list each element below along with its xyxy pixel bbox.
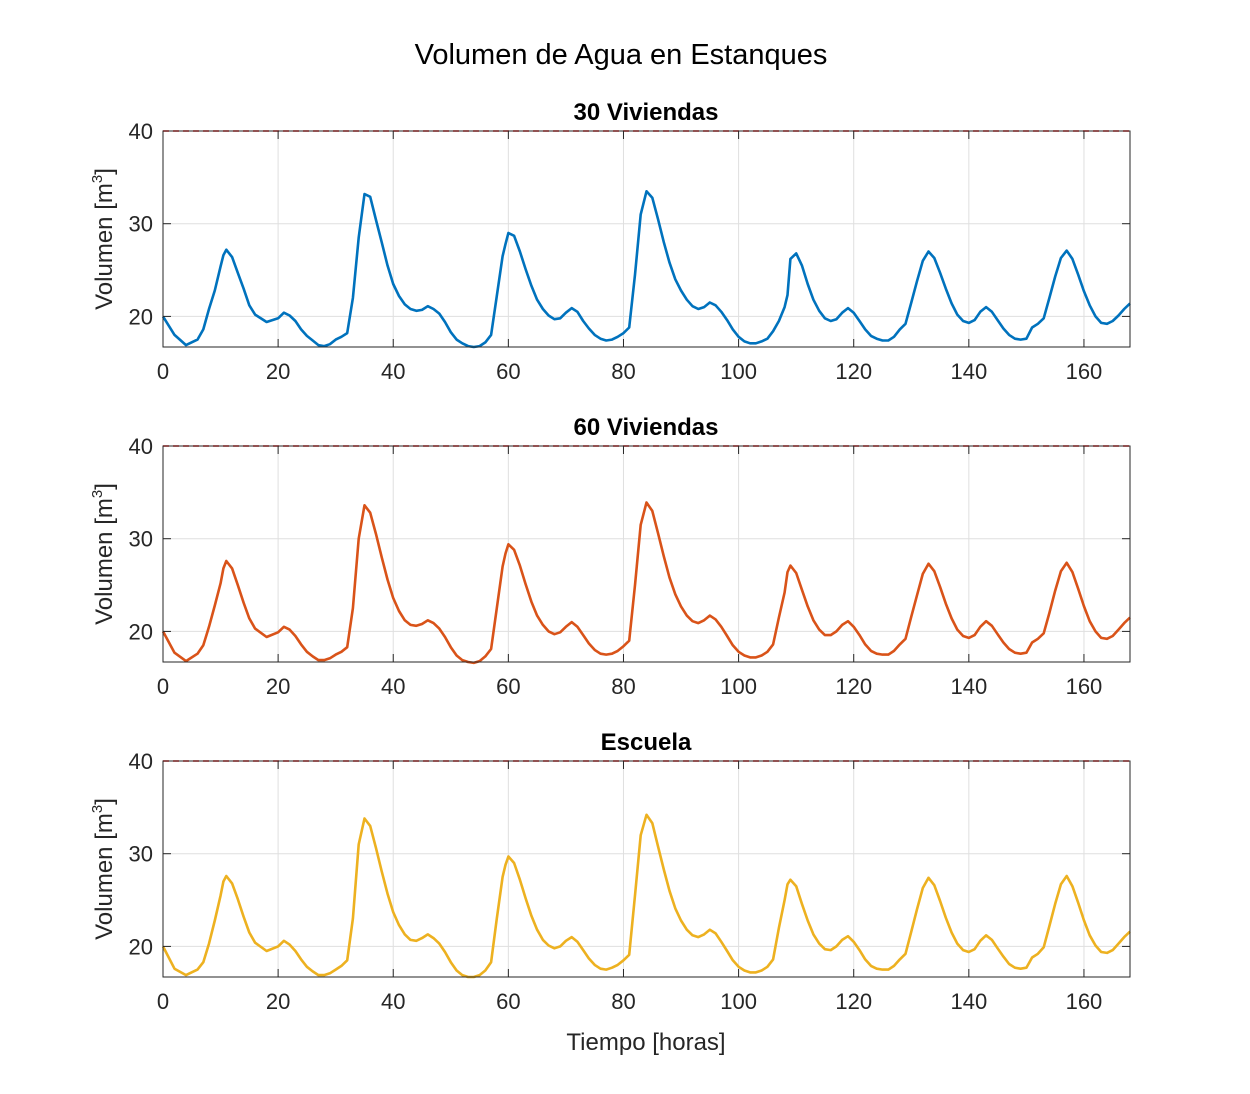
y-axis-label-superscript: 3 xyxy=(89,805,106,813)
y-axis-label: Volumen [m3] xyxy=(89,798,118,940)
y-tick-label: 30 xyxy=(129,527,153,552)
y-axis-label-superscript: 3 xyxy=(89,490,106,498)
subplot-60-viviendas: 60 Viviendas 0 20 40 60 80 100 120 140 160 20 30 40… xyxy=(89,414,1131,699)
axes: 0 20 40 60 80 100 120 140 160 20 30 40 xyxy=(129,749,1131,1014)
x-tick-label: 0 xyxy=(157,359,169,384)
figure-title: Volumen de Agua en Estanques xyxy=(415,39,828,71)
axes: 0 20 40 60 80 100 120 140 160 20 30 40 xyxy=(129,434,1131,699)
x-tick-label: 0 xyxy=(157,674,169,699)
x-tick-label: 140 xyxy=(950,359,987,384)
x-tick-label: 40 xyxy=(381,674,405,699)
x-tick-label: 120 xyxy=(835,989,872,1014)
x-tick-label: 160 xyxy=(1066,989,1103,1014)
x-tick-label: 100 xyxy=(720,674,757,699)
x-tick-label: 100 xyxy=(720,989,757,1014)
series-line xyxy=(161,813,1131,979)
subplot-title: 60 Viviendas xyxy=(574,414,719,441)
x-tick-label: 140 xyxy=(950,674,987,699)
y-tick-label: 20 xyxy=(129,619,153,644)
series-line xyxy=(161,501,1131,665)
x-tick-label: 40 xyxy=(381,359,405,384)
subplot-escuela: Escuela 0 20 40 60 80 100 120 140 160 20 30 40 Volu… xyxy=(89,729,1131,1056)
y-tick-label: 40 xyxy=(129,749,153,774)
x-tick-label: 20 xyxy=(266,359,290,384)
y-axis-label: Volumen [m3] xyxy=(89,483,118,625)
axes: 0 20 40 60 80 100 120 140 160 20 30 40 xyxy=(129,119,1131,384)
x-tick-label: 60 xyxy=(496,359,520,384)
x-tick-label: 20 xyxy=(266,989,290,1014)
x-tick-label: 60 xyxy=(496,674,520,699)
y-axis-label-close: ] xyxy=(91,798,118,805)
plot-area xyxy=(163,761,1130,977)
x-tick-label: 140 xyxy=(950,989,987,1014)
x-tick-label: 20 xyxy=(266,674,290,699)
x-tick-label: 60 xyxy=(496,989,520,1014)
x-tick-label: 0 xyxy=(157,989,169,1014)
y-axis-label-close: ] xyxy=(91,168,118,175)
x-tick-label: 80 xyxy=(611,989,635,1014)
plot-area xyxy=(163,446,1130,662)
x-tick-label: 40 xyxy=(381,989,405,1014)
x-tick-label: 80 xyxy=(611,674,635,699)
x-axis-label: Tiempo [horas] xyxy=(566,1029,725,1056)
plot-area xyxy=(163,131,1130,347)
y-tick-label: 20 xyxy=(129,934,153,959)
y-tick-label: 30 xyxy=(129,212,153,237)
subplot-title: Escuela xyxy=(601,729,692,756)
y-axis-label-text: Volumen [m xyxy=(91,183,118,310)
axes-box xyxy=(162,130,1131,348)
x-tick-label: 80 xyxy=(611,359,635,384)
x-tick-label: 100 xyxy=(720,359,757,384)
subplot-title: 30 Viviendas xyxy=(574,99,719,126)
y-axis-label-close: ] xyxy=(91,483,118,490)
y-axis-label-text: Volumen [m xyxy=(91,498,118,625)
y-axis-label-superscript: 3 xyxy=(89,175,106,183)
x-tick-label: 160 xyxy=(1066,674,1103,699)
y-axis-label-text: Volumen [m xyxy=(91,813,118,940)
axes-box xyxy=(162,760,1131,978)
subplot-30-viviendas: 30 Viviendas 0 20 40 60 80 100 120 140 160 20 30 40… xyxy=(89,99,1131,384)
y-axis-label: Volumen [m3] xyxy=(89,168,118,310)
y-tick-label: 20 xyxy=(129,304,153,329)
y-tick-label: 40 xyxy=(129,119,153,144)
x-tick-label: 160 xyxy=(1066,359,1103,384)
y-tick-label: 30 xyxy=(129,842,153,867)
x-tick-label: 120 xyxy=(835,359,872,384)
y-tick-label: 40 xyxy=(129,434,153,459)
axes-box xyxy=(162,445,1131,663)
x-tick-label: 120 xyxy=(835,674,872,699)
series-line xyxy=(161,190,1131,349)
